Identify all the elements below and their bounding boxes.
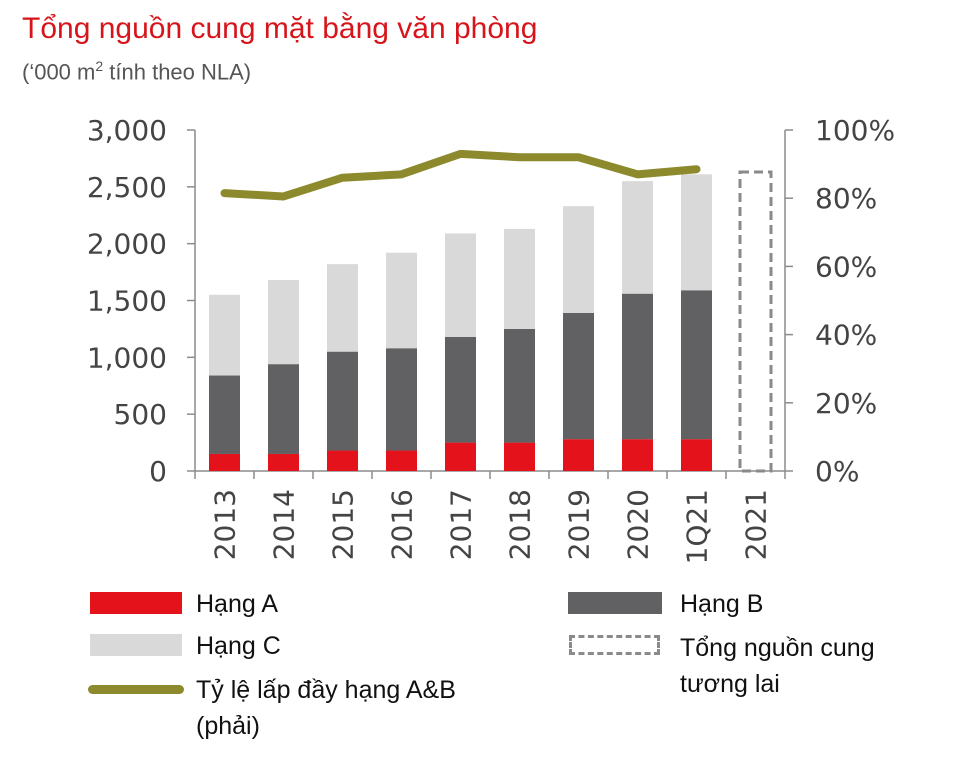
x-tick-label: 2013 bbox=[209, 489, 242, 560]
x-tick-label: 2016 bbox=[386, 489, 419, 560]
chart-subtitle: (‘000 m2 tính theo NLA) bbox=[22, 58, 252, 85]
bar-hang-b bbox=[445, 336, 476, 443]
bar-hang-c bbox=[386, 252, 417, 349]
legend-label-hang-b: Hạng B bbox=[680, 590, 764, 618]
left-tick-label: 0 bbox=[149, 455, 167, 488]
chart-tick-labels: 0 500 1,000 1,500 2,000 2,500 3,000 0% 20% 40% 60%… bbox=[87, 114, 895, 564]
bar-hang-a bbox=[622, 439, 653, 471]
bar-hang-b bbox=[268, 364, 299, 454]
legend-label-hang-c: Hạng C bbox=[196, 632, 281, 660]
future-supply-box bbox=[738, 170, 773, 473]
legend-label-hang-a: Hạng A bbox=[196, 590, 279, 618]
future-supply-bar bbox=[738, 170, 773, 473]
bar-hang-c bbox=[268, 280, 299, 365]
bar-hang-c bbox=[622, 181, 653, 294]
legend-label-future-supply: Tổng nguồn cung tương lai bbox=[680, 634, 875, 698]
bar-hang-a bbox=[209, 453, 240, 471]
left-tick-label: 1,500 bbox=[87, 285, 167, 318]
chart-area: 0 500 1,000 1,500 2,000 2,500 3,000 0% 20% 40% 60%… bbox=[87, 114, 895, 564]
x-tick-label: 2019 bbox=[563, 489, 596, 560]
x-tick-label: 2021 bbox=[740, 489, 773, 560]
x-tick-label: 2015 bbox=[327, 489, 360, 560]
bar-hang-b bbox=[327, 351, 358, 451]
bar-hang-b bbox=[681, 290, 712, 440]
bar-hang-c bbox=[504, 228, 535, 329]
bar-hang-b bbox=[386, 348, 417, 451]
x-tick-label: 2014 bbox=[268, 489, 301, 560]
occupancy-rate-line bbox=[220, 149, 701, 201]
x-tick-label: 1Q21 bbox=[681, 489, 714, 564]
right-tick-label: 60% bbox=[815, 250, 877, 283]
left-tick-label: 2,000 bbox=[87, 228, 167, 261]
bar-hang-a bbox=[386, 450, 417, 471]
right-tick-label: 80% bbox=[815, 182, 877, 215]
x-tick-label: 2017 bbox=[445, 489, 478, 560]
chart-title: Tổng nguồn cung mặt bằng văn phòng bbox=[22, 12, 538, 45]
left-tick-label: 3,000 bbox=[87, 114, 167, 147]
bar-hang-a bbox=[681, 439, 712, 471]
legend-label-occupancy-line: Tỷ lệ lấp đầy hạng A&B (phải) bbox=[196, 676, 456, 740]
bar-hang-a bbox=[445, 442, 476, 471]
x-tick-label: 2018 bbox=[504, 489, 537, 560]
bar-hang-b bbox=[209, 375, 240, 454]
bar-hang-c bbox=[563, 206, 594, 314]
bar-hang-b bbox=[504, 328, 535, 443]
bar-hang-c bbox=[681, 174, 712, 291]
legend-swatch-hang-c bbox=[90, 634, 182, 656]
legend-swatch-future-supply bbox=[569, 635, 660, 655]
bar-hang-c bbox=[445, 233, 476, 337]
bar-hang-b bbox=[622, 293, 653, 440]
bar-hang-a bbox=[504, 442, 535, 471]
bar-hang-a bbox=[563, 439, 594, 471]
left-tick-label: 2,500 bbox=[87, 171, 167, 204]
legend-swatch-hang-a bbox=[90, 592, 182, 614]
right-tick-label: 20% bbox=[815, 387, 877, 420]
legend-swatch-occupancy-line bbox=[88, 685, 184, 694]
occupancy-line bbox=[220, 149, 701, 201]
chart-bars bbox=[209, 174, 712, 471]
left-tick-label: 1,000 bbox=[87, 341, 167, 374]
bar-hang-c bbox=[327, 264, 358, 352]
x-tick-label: 2020 bbox=[622, 489, 655, 560]
right-tick-label: 40% bbox=[815, 319, 877, 352]
bar-hang-a bbox=[268, 453, 299, 471]
bar-hang-c bbox=[209, 294, 240, 376]
bar-hang-b bbox=[563, 313, 594, 440]
right-tick-label: 100% bbox=[815, 114, 895, 147]
left-tick-label: 500 bbox=[114, 398, 167, 431]
legend-swatch-hang-b bbox=[568, 592, 662, 614]
right-tick-label: 0% bbox=[815, 455, 859, 488]
bar-hang-a bbox=[327, 450, 358, 471]
